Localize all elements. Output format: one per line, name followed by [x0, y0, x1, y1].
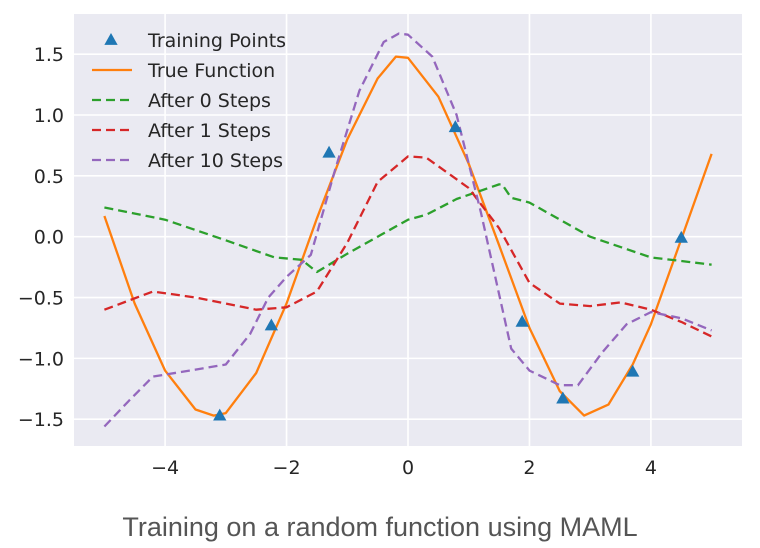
y-tick-label: 0.5	[34, 166, 64, 188]
series-line-3	[103, 155, 713, 338]
x-tick-label: 0	[402, 457, 414, 479]
y-tick-label: −0.5	[18, 288, 64, 310]
grid-lines	[74, 14, 742, 446]
training-point	[448, 120, 463, 133]
training-point	[626, 364, 640, 377]
y-tick-label: −1.0	[18, 348, 64, 370]
legend-marker-0	[104, 33, 118, 45]
series-line-4	[103, 32, 713, 428]
training-point	[515, 314, 529, 327]
x-tick-label: −4	[151, 457, 179, 479]
x-axis-ticks: −4 −2 0 2 4	[151, 457, 657, 479]
y-axis-ticks: 1.5 1.0 0.5 0.0 −0.5 −1.0 −1.5	[18, 44, 64, 431]
y-tick-label: −1.5	[18, 409, 64, 431]
figure-caption: Training on a random function using MAML	[122, 512, 638, 542]
training-point	[213, 408, 227, 421]
x-tick-label: 2	[523, 457, 535, 479]
maml-chart: −4 −2 0 2 4 1.5 1.0 0.5 0.0 −0.5 −1.0 −1.5 Trainin…	[18, 14, 742, 479]
training-point	[556, 391, 570, 404]
y-tick-label: 1.0	[34, 105, 64, 127]
legend-label-2: After 0 Steps	[148, 90, 271, 112]
training-point	[322, 145, 336, 158]
legend-label-1: True Function	[147, 60, 275, 82]
training-point	[264, 318, 279, 331]
series-line-1	[103, 55, 713, 417]
y-tick-label: 0.0	[34, 227, 64, 249]
legend: Training Points True Function After 0 Step…	[92, 30, 286, 172]
training-point	[674, 230, 688, 243]
legend-label-0: Training Points	[147, 30, 286, 52]
y-tick-label: 1.5	[34, 44, 64, 66]
x-tick-label: 4	[645, 457, 657, 479]
series-line-2	[104, 183, 712, 274]
legend-label-3: After 1 Steps	[148, 120, 271, 142]
legend-label-4: After 10 Steps	[148, 150, 283, 172]
series-layer	[103, 32, 713, 428]
x-tick-label: −2	[273, 457, 301, 479]
